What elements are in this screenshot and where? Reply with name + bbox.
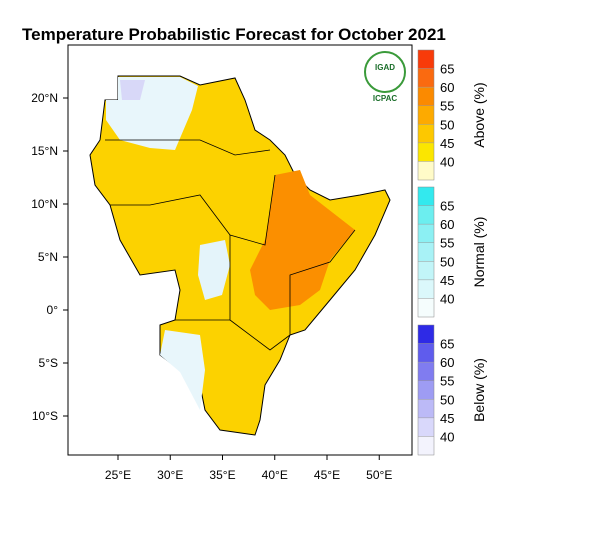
legend-tick-label: 60 xyxy=(440,355,454,370)
legend-tick-label: 45 xyxy=(440,273,454,288)
legend-swatch xyxy=(418,161,434,180)
y-tick-label: 0° xyxy=(47,303,59,317)
border xyxy=(289,229,356,335)
legend-tick-label: 55 xyxy=(440,236,454,251)
x-tick-label: 50°E xyxy=(366,468,392,482)
y-tick-label: 20°N xyxy=(31,91,58,105)
legend-tick-label: 50 xyxy=(440,254,454,269)
legend-box xyxy=(417,186,435,318)
legend-title: Normal (%) xyxy=(471,217,487,288)
legend-box xyxy=(417,49,435,181)
legend-swatch xyxy=(418,362,434,381)
legend-swatch xyxy=(418,105,434,125)
legend-tick-label: 40 xyxy=(440,154,454,169)
legend-swatch xyxy=(418,187,434,206)
light-area xyxy=(160,330,205,410)
legend-title: Above (%) xyxy=(471,82,487,147)
logo-org: ICPAC xyxy=(373,94,398,103)
y-tick-label: 5°S xyxy=(39,356,58,370)
legend-swatch xyxy=(418,242,434,262)
legend-swatch xyxy=(418,399,434,418)
legend-swatch xyxy=(418,124,434,143)
map: IGAD ICPAC xyxy=(89,51,406,436)
x-tick-label: 30°E xyxy=(157,468,183,482)
legend-tick-label: 65 xyxy=(440,62,454,77)
legend-swatch xyxy=(418,68,434,88)
legend-tick-label: 55 xyxy=(440,99,454,114)
legend-swatch xyxy=(418,343,434,363)
light-area xyxy=(120,80,145,100)
legend-box xyxy=(417,324,435,456)
x-tick-label: 35°E xyxy=(209,468,235,482)
legend-tick-label: 45 xyxy=(440,136,454,151)
x-tick-label: 25°E xyxy=(105,468,131,482)
legend-tick-label: 60 xyxy=(440,217,454,232)
light-area xyxy=(198,240,230,300)
x-tick-label: 45°E xyxy=(314,468,340,482)
y-tick-label: 15°N xyxy=(31,144,58,158)
legend-swatch xyxy=(418,298,434,317)
legend-tick-label: 65 xyxy=(440,199,454,214)
title: Temperature Probabilistic Forecast for O… xyxy=(22,25,446,44)
legend-tick-label: 55 xyxy=(440,374,454,389)
legend-swatch xyxy=(418,261,434,280)
legend-swatch xyxy=(418,279,434,299)
legend-swatch xyxy=(418,205,434,225)
y-tick-label: 5°N xyxy=(38,250,58,264)
legend-swatch xyxy=(418,380,434,400)
legend-tick-label: 50 xyxy=(440,117,454,132)
logo-name: IGAD xyxy=(375,63,395,72)
border xyxy=(105,139,271,156)
legend-tick-label: 60 xyxy=(440,80,454,95)
legend-swatch xyxy=(418,87,434,106)
legend-swatch xyxy=(418,436,434,455)
border xyxy=(229,235,291,351)
y-tick-label: 10°S xyxy=(32,409,58,423)
legend-tick-label: 45 xyxy=(440,411,454,426)
orange-area xyxy=(250,170,355,310)
legend-title: Below (%) xyxy=(471,358,487,422)
legend-swatch xyxy=(418,417,434,437)
y-tick-label: 10°N xyxy=(31,197,58,211)
legend-tick-label: 40 xyxy=(440,291,454,306)
legend-tick-label: 65 xyxy=(440,337,454,352)
logo xyxy=(364,51,406,93)
legend-swatch xyxy=(418,50,434,69)
legend-tick-label: 50 xyxy=(440,392,454,407)
legend-swatch xyxy=(418,142,434,162)
x-tick-label: 40°E xyxy=(262,468,288,482)
legend-swatch xyxy=(418,325,434,344)
legend-swatch xyxy=(418,224,434,243)
legend-tick-label: 40 xyxy=(440,429,454,444)
